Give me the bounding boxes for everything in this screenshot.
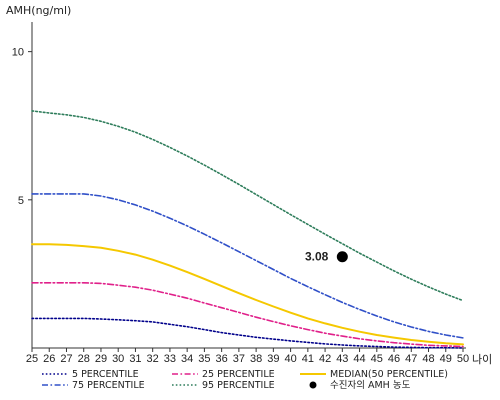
x-tick-label: 48 [422,353,434,365]
x-tick-label: 49 [440,353,452,365]
series-line-75-percentile [31,193,464,339]
patient-amh-value-label: 3.08 [305,250,329,264]
y-axis-title: AMH(ng/ml) [6,4,71,17]
x-tick-label: 44 [353,353,365,365]
x-tick-label: 30 [112,353,124,365]
series-line-median-50-percentile [31,243,464,346]
x-tick-label: 38 [250,353,262,365]
series-line-95-percentile [31,110,464,302]
series-line-5-percentile [31,317,464,349]
legend-label: 95 PERCENTILE [202,380,275,391]
x-tick-label: 27 [60,353,72,365]
x-tick-label: 33 [164,353,176,365]
series-line-25-percentile [31,281,464,348]
legend-label: MEDIAN(50 PERCENTILE) [330,369,448,380]
x-tick-label: 34 [181,353,193,365]
y-tick-label: 10 [12,47,24,59]
legend-label: 5 PERCENTILE [72,369,139,380]
x-tick-label: 29 [95,353,107,365]
x-tick-label: 40 [284,353,296,365]
patient-amh-point [336,251,348,263]
y-tick-label: 5 [18,195,24,207]
x-tick-label: 37 [233,353,245,365]
x-tick-label: 50 [457,353,469,365]
x-tick-label: 26 [43,353,55,365]
x-tick-label: 28 [78,353,90,365]
x-tick-label: 39 [267,353,279,365]
x-tick-label: 45 [371,353,383,365]
x-tick-label: 36 [216,353,228,365]
x-tick-label: 31 [129,353,141,365]
x-tick-label: 35 [198,353,210,365]
x-tick-label: 42 [319,353,331,365]
x-tick-label: 41 [302,353,314,365]
x-tick-label: 46 [388,353,400,365]
legend-point-label: 수진자의 AMH 농도 [330,380,411,391]
x-tick-label: 47 [405,353,417,365]
legend-point-marker [309,381,317,389]
legend-label: 75 PERCENTILE [72,380,145,391]
x-tick-label: 43 [336,353,348,365]
x-axis-title: 나이 [472,353,492,366]
legend-label: 25 PERCENTILE [202,369,275,380]
x-tick-label: 25 [26,353,38,365]
x-tick-label: 32 [147,353,159,365]
